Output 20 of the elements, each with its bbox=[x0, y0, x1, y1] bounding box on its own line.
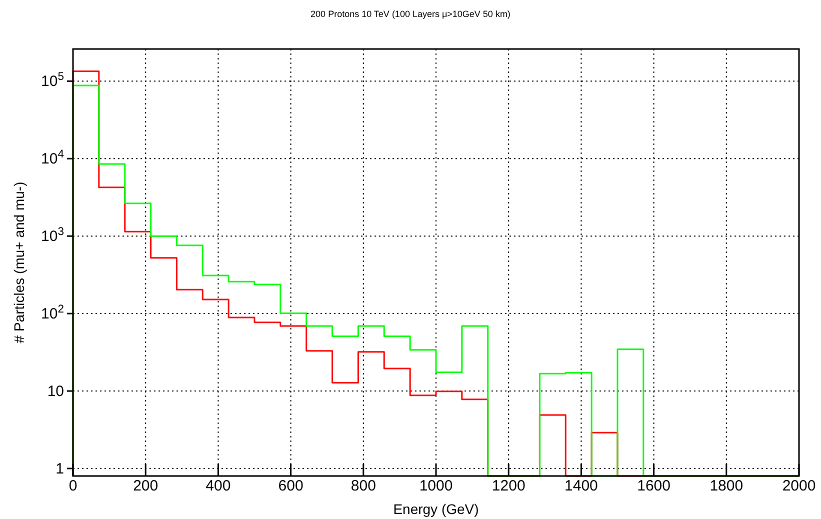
x-tick-label: 400 bbox=[206, 478, 231, 495]
x-tick-label: 1000 bbox=[419, 478, 453, 495]
x-tick-label: 2000 bbox=[782, 478, 816, 495]
x-tick-label: 200 bbox=[133, 478, 158, 495]
y-tick-label: 10$^{5}$ bbox=[41, 70, 64, 90]
y-tick-label: 1 bbox=[56, 460, 64, 478]
y-tick-label: 10$^{2}$ bbox=[41, 303, 64, 322]
y-tick-label: 10$^{3}$ bbox=[41, 226, 64, 245]
y-axis-title: # Particles (mu+ and mu-) bbox=[11, 182, 27, 344]
x-tick-label: 1800 bbox=[710, 478, 744, 495]
x-tick-label: 800 bbox=[350, 478, 376, 495]
x-tick-label: 0 bbox=[68, 478, 78, 495]
y-tick-label: 10 bbox=[47, 382, 64, 400]
y-tick-label: 10$^{4}$ bbox=[41, 148, 64, 168]
x-tick-label: 1600 bbox=[637, 478, 670, 495]
chart-title: 200 Protons 10 TeV (100 Layers μ>10GeV 50 km) bbox=[310, 9, 510, 19]
x-tick-label: 1400 bbox=[564, 478, 598, 495]
x-tick-label: 600 bbox=[278, 478, 304, 495]
x-axis-title: Energy (GeV) bbox=[393, 501, 479, 517]
x-tick-label: 1200 bbox=[492, 478, 526, 495]
